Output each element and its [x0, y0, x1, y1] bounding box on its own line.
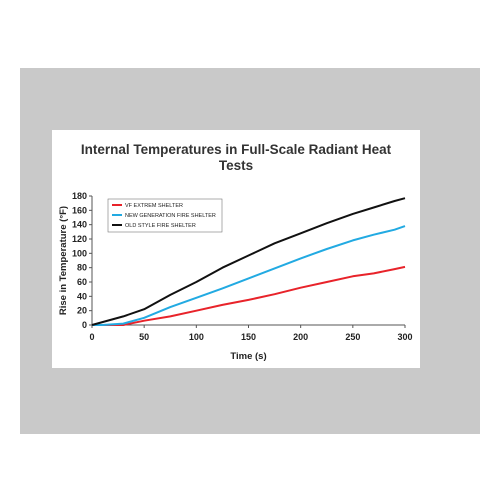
y-tick-label: 80: [77, 263, 87, 273]
x-tick-label: 50: [139, 332, 149, 342]
y-tick-label: 140: [72, 220, 87, 230]
y-tick-label: 20: [77, 306, 87, 316]
series-line-2: [92, 225, 406, 326]
y-tick-label: 160: [72, 205, 87, 215]
legend-label: NEW GENERATION FIRE SHELTER: [125, 213, 216, 219]
y-tick-label: 40: [77, 291, 87, 301]
x-tick-label: 0: [89, 332, 94, 342]
chart-legend: VF EXTREM SHELTER NEW GENERATION FIRE SHE…: [107, 198, 223, 233]
series-line-1: [92, 265, 406, 326]
chart-title-line-1: Internal Temperatures in Full-Scale Radi…: [80, 142, 392, 157]
chart-title-line-2: Tests: [218, 158, 254, 173]
x-tick-label: 200: [293, 332, 308, 342]
x-tick-label: 250: [345, 332, 360, 342]
x-tick-label: 100: [189, 332, 204, 342]
x-tick-label: 300: [397, 332, 412, 342]
chart-card: [52, 130, 420, 368]
chart-axes: 0 20 40 60 80 100 120 140 160 180 0 50 100 150 200 250 3…: [72, 191, 413, 342]
legend-box: [107, 198, 223, 233]
x-axis-label: Time (s): [230, 351, 266, 362]
y-tick-label: 60: [77, 277, 87, 287]
y-axis-label: Rise in Temperature (°F): [58, 206, 69, 315]
legend-label: VF EXTREM SHELTER: [125, 203, 183, 209]
legend-label: OLD STYLE FIRE SHELTER: [125, 223, 196, 229]
series-line-3: [91, 197, 406, 326]
y-tick-label: 180: [72, 191, 87, 201]
y-tick-label: 120: [72, 234, 87, 244]
x-tick-label: 150: [241, 332, 256, 342]
y-tick-label: 100: [72, 248, 87, 258]
y-tick-label: 0: [82, 320, 87, 330]
chart-series: [91, 197, 406, 326]
